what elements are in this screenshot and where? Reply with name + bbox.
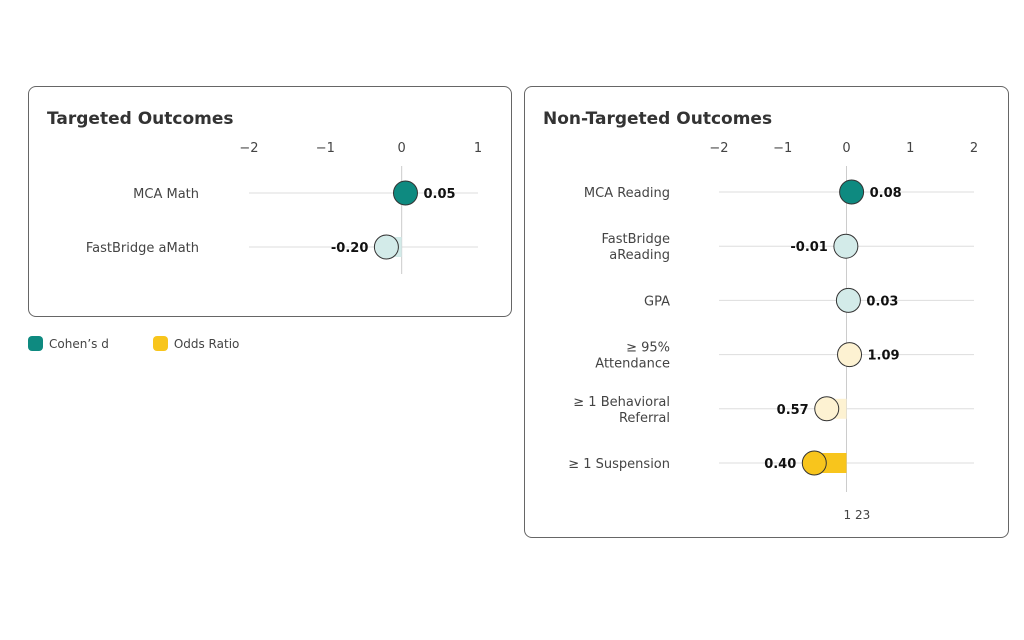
row-label: aReading <box>609 248 670 263</box>
effect-point <box>801 450 827 476</box>
targeted-outcomes-panel: Targeted Outcomes −2 −1 0 1 MCA Math 0.05 Fast… <box>28 86 512 317</box>
tick-label: −1 <box>773 141 792 156</box>
panel-title: Targeted Outcomes <box>47 109 234 129</box>
tick-label: 1 <box>474 141 482 156</box>
tick-label: 0 <box>842 141 850 156</box>
value-label: 0.40 <box>764 457 796 472</box>
legend: Cohen’s d Odds Ratio <box>28 336 239 351</box>
row-label: ≥ 95% <box>626 341 670 356</box>
row-label: FastBridge <box>602 232 671 247</box>
row-label: MCA Math <box>133 187 199 202</box>
tick-label: 2 <box>970 141 978 156</box>
tick-label: −2 <box>709 141 728 156</box>
row-label: Attendance <box>595 357 670 372</box>
tick-label: 0 <box>398 141 406 156</box>
legend-label: Cohen’s d <box>49 336 109 351</box>
non-targeted-outcomes-panel: Non-Targeted Outcomes −2 −1 0 1 2 MCA Reading… <box>524 86 1009 538</box>
effect-point <box>835 287 861 313</box>
tick-label: 1 <box>906 141 914 156</box>
tick-label: −2 <box>239 141 258 156</box>
row-label: ≥ 1 Suspension <box>568 457 670 472</box>
effect-point <box>373 234 399 260</box>
row-label: MCA Reading <box>584 186 670 201</box>
value-label: 0.08 <box>870 186 902 201</box>
legend-item-odds-ratio: Odds Ratio <box>152 336 240 351</box>
legend-item-cohens-d: Cohen’s d <box>28 336 109 351</box>
effect-point <box>837 342 863 368</box>
axis-bottom-label: 1 23 <box>844 508 871 522</box>
targeted-chart: −2 −1 0 1 MCA Math 0.05 FastBridge aMath -0.20 <box>86 141 482 274</box>
row-label: GPA <box>644 294 670 309</box>
value-label: 0.57 <box>777 403 809 418</box>
legend-label: Odds Ratio <box>173 336 240 351</box>
row-label: FastBridge aMath <box>86 241 199 256</box>
non-targeted-chart: −2 −1 0 1 2 MCA Reading 0.08 FastBridgeaReading… <box>568 141 978 522</box>
legend-swatch <box>152 336 168 351</box>
value-label: -0.20 <box>331 241 368 256</box>
row-label: ≥ 1 Behavioral <box>573 395 670 410</box>
effect-point <box>833 233 859 259</box>
row-label: Referral <box>619 411 670 426</box>
value-label: 0.05 <box>423 187 455 202</box>
legend-swatch <box>28 336 43 351</box>
value-label: 0.03 <box>866 294 898 309</box>
effect-point <box>392 180 418 206</box>
panel-title: Non-Targeted Outcomes <box>543 109 773 129</box>
value-label: -0.01 <box>790 240 827 255</box>
effect-point <box>814 396 840 422</box>
tick-label: −1 <box>316 141 335 156</box>
effect-point <box>839 179 865 205</box>
value-label: 1.09 <box>868 349 900 364</box>
